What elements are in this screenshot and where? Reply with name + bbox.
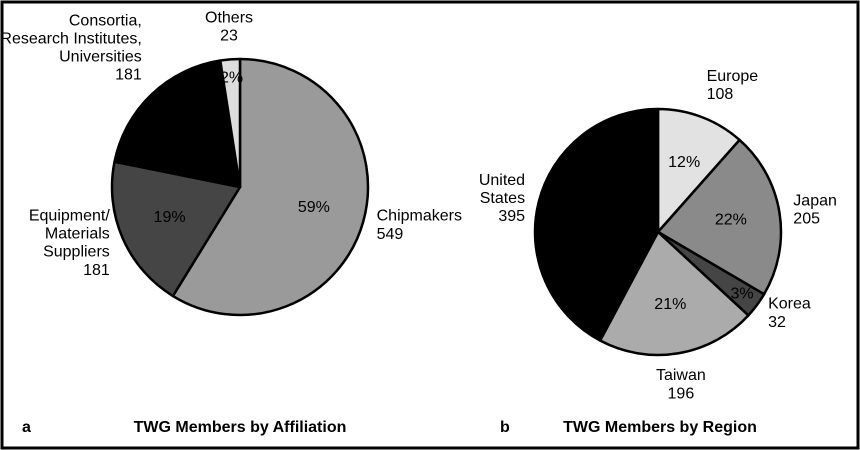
percent-label: 42%: [570, 205, 602, 222]
percent-label: 22%: [715, 212, 747, 229]
count-label: 181: [83, 262, 110, 279]
count-label: 23: [220, 28, 238, 45]
category-label: Equipment/Materials Suppliers: [29, 208, 110, 261]
percent-label: 19%: [154, 209, 186, 226]
category-label: United States: [479, 172, 525, 207]
pie-slice: [598, 230, 750, 357]
percent-label: 12%: [668, 154, 700, 171]
chart-title: TWG Members by Affiliation: [134, 419, 347, 436]
category-label: Korea: [768, 296, 811, 313]
count-label: 108: [707, 86, 734, 103]
category-label: Chipmakers: [377, 208, 462, 225]
count-label: 549: [377, 226, 404, 243]
count-label: 32: [768, 314, 786, 331]
chart-title: TWG Members by Region: [563, 419, 757, 436]
pie-slice: [656, 107, 741, 234]
category-label: Japan: [793, 193, 837, 210]
percent-label: 59%: [298, 199, 330, 216]
percent-label: 2%: [220, 70, 243, 87]
pie-slice: [219, 57, 242, 189]
percent-label: 20%: [171, 123, 203, 140]
count-label: 196: [668, 385, 695, 402]
category-label: Taiwan: [656, 367, 706, 384]
category-label: Others: [205, 10, 253, 27]
pie-slice: [110, 160, 242, 298]
percent-label: 3%: [730, 285, 753, 302]
category-label: Europe: [707, 68, 759, 85]
panel-label: a: [22, 419, 31, 436]
pie-slice: [171, 57, 370, 317]
percent-label: 21%: [654, 296, 686, 313]
count-label: 395: [498, 208, 525, 225]
panel-label: b: [500, 419, 510, 436]
category-label: Consortia, Research Institutes, Universiti…: [0, 13, 141, 66]
count-label: 205: [793, 211, 820, 228]
pie-slice: [656, 138, 783, 296]
count-label: 181: [115, 67, 142, 84]
pie-slice: [533, 107, 660, 342]
pie-slice: [113, 59, 242, 189]
